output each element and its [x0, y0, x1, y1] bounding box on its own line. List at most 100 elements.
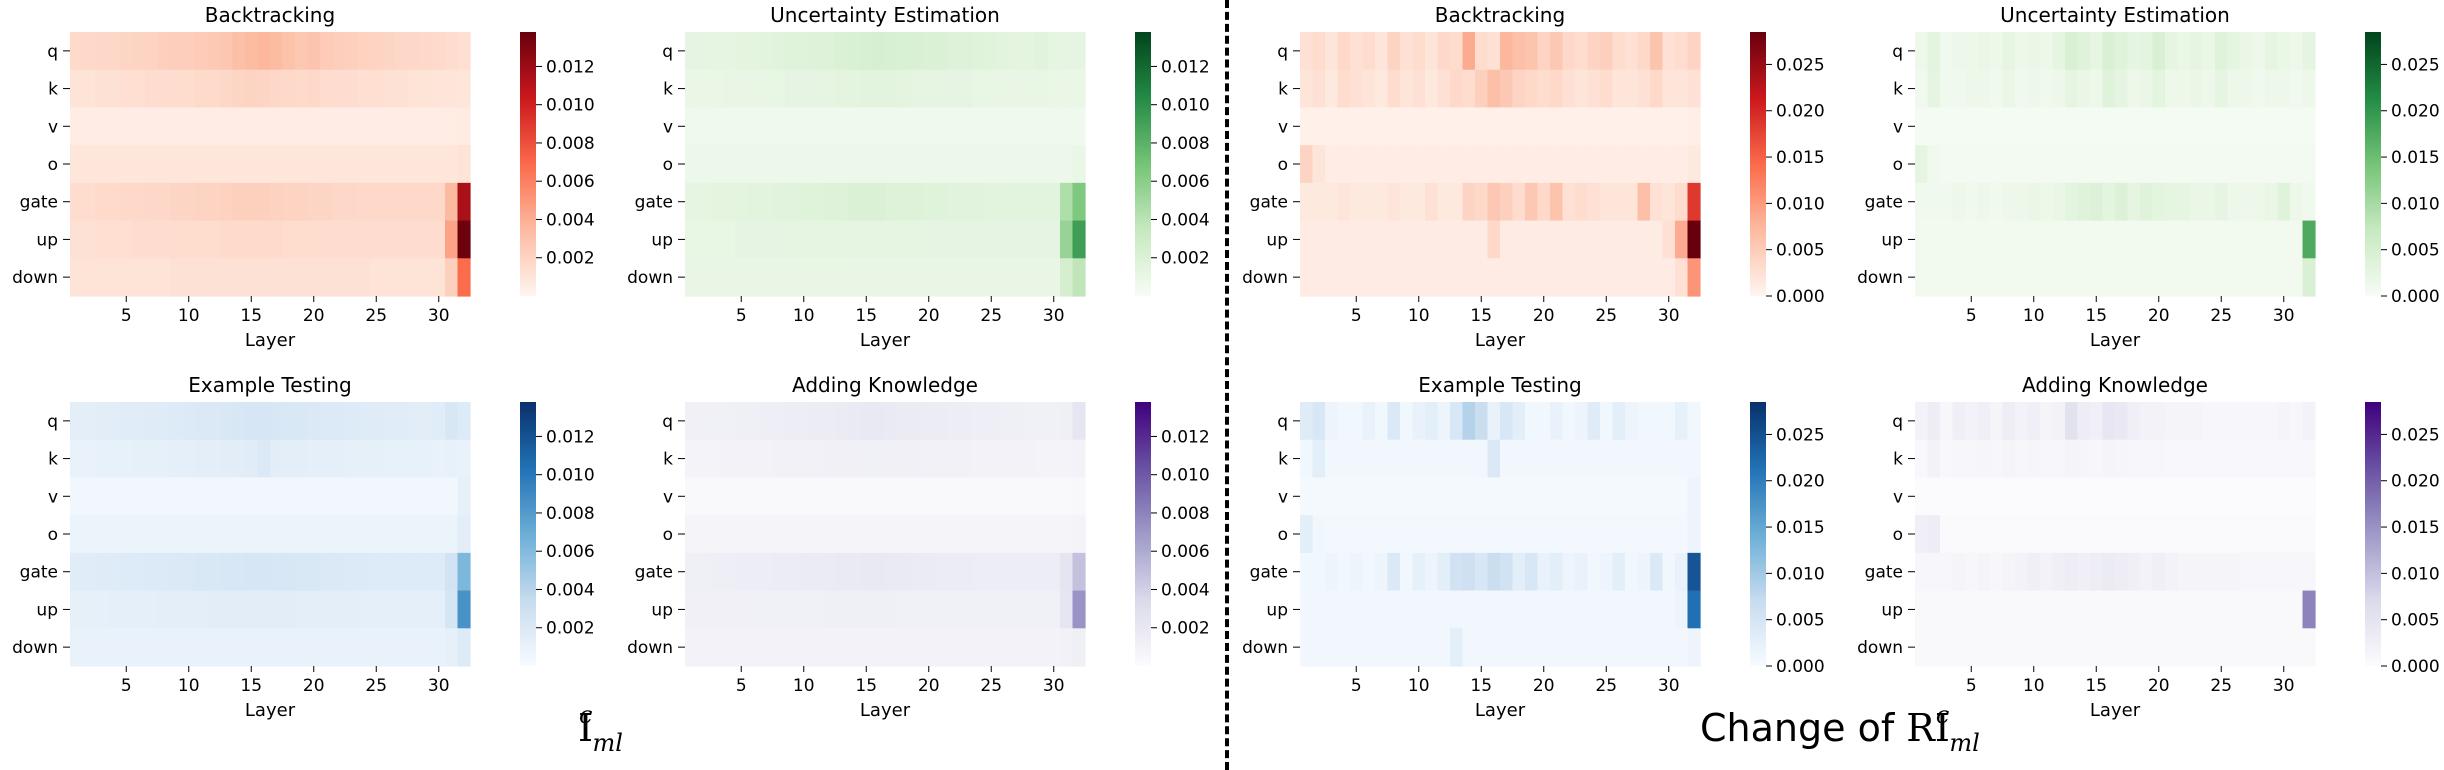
row-tick-label: gate: [1250, 193, 1288, 213]
heatmap-cell: [1525, 69, 1539, 109]
heatmap-cell: [1662, 32, 1676, 71]
heatmap-cell: [797, 220, 811, 259]
row-tick-label: v: [1278, 117, 1288, 137]
heatmap-cell: [157, 552, 171, 592]
heatmap-cell: [985, 69, 999, 109]
heatmap-cell: [2102, 32, 2116, 71]
heatmap-cell: [1350, 590, 1364, 629]
row-tick-label: up: [36, 230, 58, 250]
heatmap-cell: [1300, 32, 1314, 71]
heatmap-cell: [370, 220, 384, 259]
heatmap-cell: [2277, 145, 2291, 184]
heatmap-cell: [2215, 145, 2229, 184]
heatmap-cell: [1562, 477, 1576, 516]
heatmap-cell: [2252, 182, 2266, 222]
heatmap-cell: [1375, 552, 1389, 592]
heatmap-cell: [847, 32, 861, 71]
heatmap-cell: [220, 628, 234, 667]
heatmap-cell: [997, 220, 1011, 259]
heatmap-cell: [2115, 182, 2129, 222]
heatmap-cell: [2252, 628, 2266, 667]
heatmap-cell: [1927, 439, 1941, 479]
heatmap-cell: [357, 107, 371, 146]
heatmap-cell: [2252, 69, 2266, 109]
heatmap-cell: [847, 439, 861, 479]
heatmap-cell: [1952, 552, 1966, 592]
heatmap-cell: [1060, 628, 1074, 667]
row-tick-label: down: [1242, 638, 1288, 658]
heatmap-cell: [2002, 590, 2016, 629]
heatmap-cell: [257, 258, 271, 297]
heatmap-cell: [270, 439, 284, 479]
heatmap-cell: [307, 145, 321, 184]
colorbar-tick-label: 0.008: [1161, 504, 1210, 524]
heatmap-cell: [1612, 590, 1626, 629]
heatmap-cell: [1475, 515, 1489, 554]
heatmap-cell: [1350, 515, 1364, 554]
heatmap-cell: [320, 515, 334, 554]
heatmap-cell: [1537, 590, 1551, 629]
heatmap-cell: [697, 552, 711, 592]
heatmap-cell: [1400, 107, 1414, 146]
x-tick-label: 10: [793, 676, 815, 696]
colorbar-tick-label: 0.015: [1776, 518, 1825, 538]
heatmap-cell: [722, 69, 736, 109]
heatmap-cell: [1350, 107, 1364, 146]
heatmap-cell: [797, 439, 811, 479]
heatmap-cell: [1612, 515, 1626, 554]
heatmap-cell: [170, 515, 184, 554]
heatmap-cell: [972, 32, 986, 71]
heatmap-cell: [170, 69, 184, 109]
heatmap-cell: [1375, 590, 1389, 629]
heatmap-cell: [2165, 552, 2179, 592]
heatmap-cell: [2102, 258, 2116, 297]
heatmap-cell: [1625, 32, 1639, 71]
heatmap-cell: [1487, 477, 1501, 516]
heatmap-cell: [1990, 552, 2004, 592]
heatmap-cell: [1337, 182, 1351, 222]
heatmap-cell: [2190, 32, 2204, 71]
heatmap-cell: [2027, 69, 2041, 109]
heatmap-cell: [2302, 258, 2316, 297]
heatmap-cell: [432, 628, 446, 667]
heatmap-cell: [1550, 182, 1564, 222]
colorbar-tick-label: 0.020: [2391, 102, 2440, 122]
heatmap-cell: [772, 439, 786, 479]
heatmap-cell: [1625, 220, 1639, 259]
heatmap-cell: [935, 439, 949, 479]
heatmap-cell: [1915, 439, 1929, 479]
heatmap-cell: [2290, 258, 2304, 297]
heatmap-cell: [2127, 182, 2141, 222]
heatmap-cell: [1587, 402, 1601, 441]
heatmap-cell: [407, 32, 421, 71]
heatmap-cell: [2252, 590, 2266, 629]
heatmap-cell: [2115, 107, 2129, 146]
heatmap-cell: [1400, 552, 1414, 592]
colorbar-tick-label: 0.004: [1161, 210, 1210, 230]
heatmap-cell: [1965, 552, 1979, 592]
heatmap-cell: [2277, 258, 2291, 297]
heatmap-cell: [1400, 515, 1414, 554]
heatmap-cell: [1400, 145, 1414, 184]
heatmap-cell: [395, 69, 409, 109]
heatmap-cell: [1587, 69, 1601, 109]
heatmap-cell: [1047, 402, 1061, 441]
heatmap-cell: [1022, 107, 1036, 146]
colorbar-tick-label: 0.000: [2391, 657, 2440, 677]
heatmap-cell: [1010, 258, 1024, 297]
label-superscript: c: [1935, 701, 1950, 729]
heatmap-cell: [1312, 515, 1326, 554]
heatmap-cell: [2240, 590, 2254, 629]
heatmap-cell: [2027, 402, 2041, 441]
heatmap-cell: [2002, 552, 2016, 592]
heatmap-cell: [872, 32, 886, 71]
colorbar-tick-label: 0.012: [546, 427, 595, 447]
colorbar: [1750, 32, 1766, 296]
heatmap-cell: [1562, 590, 1576, 629]
heatmap-cell: [1952, 628, 1966, 667]
heatmap-cell: [1512, 107, 1526, 146]
heatmap-cell: [885, 439, 899, 479]
heatmap-cell: [1400, 590, 1414, 629]
heatmap-cell: [220, 182, 234, 222]
heatmap-cell: [1425, 32, 1439, 71]
